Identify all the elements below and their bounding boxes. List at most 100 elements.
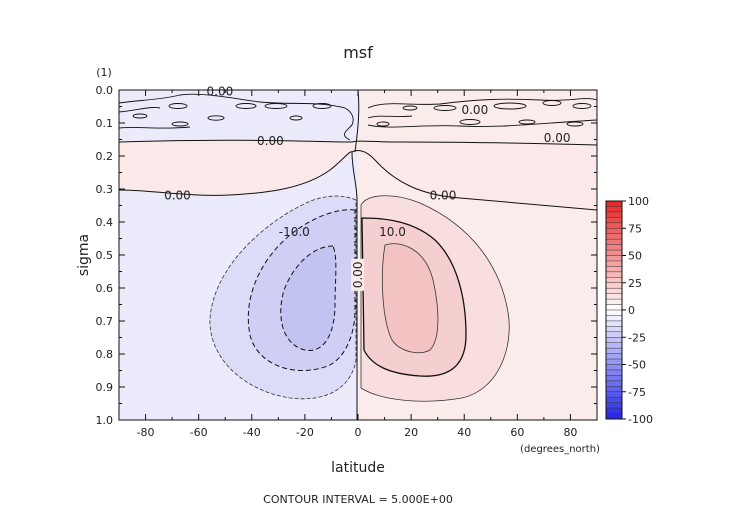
colorbar-band xyxy=(606,228,622,235)
colorbar-band xyxy=(606,299,622,306)
colorbar-band xyxy=(606,310,622,316)
contour-labels: 0.00 0.00 0.00 0.00 0.00 0.00 0.00 -10.0 10.0 xyxy=(164,85,571,291)
colorbar-band xyxy=(606,413,622,420)
contour-neg-15 xyxy=(280,245,337,351)
contour-label-text: 0.00 xyxy=(461,103,488,117)
colorbar-band xyxy=(606,386,622,393)
contour-label: 0.00 xyxy=(164,189,191,203)
x-tick-label: -20 xyxy=(296,426,314,439)
zero-contour-equator xyxy=(351,151,358,420)
x-tick-label: 60 xyxy=(510,426,524,439)
y-unit-label: (1) xyxy=(96,66,112,79)
colorbar-band xyxy=(606,315,622,322)
colorbar-band xyxy=(606,239,622,246)
y-tick-label: 0.9 xyxy=(96,381,114,394)
contour-label-text: 10.0 xyxy=(379,225,406,239)
contour-pos-15 xyxy=(382,243,439,354)
colorbar-band xyxy=(606,282,622,289)
upper-noise-contours xyxy=(119,93,597,141)
colorbar-band xyxy=(606,201,622,207)
y-tick-label: 0.2 xyxy=(96,150,114,163)
colorbar-band xyxy=(606,353,622,360)
x-tick-label: -80 xyxy=(137,426,155,439)
colorbar-band xyxy=(606,331,622,338)
colorbar-band xyxy=(606,304,622,311)
colorbar-band xyxy=(606,342,622,349)
colorbar-band xyxy=(606,277,622,284)
colorbar-band xyxy=(606,359,622,365)
x-tick-label: -60 xyxy=(190,426,208,439)
colorbar-band xyxy=(606,369,622,376)
contour-label-text: 0.00 xyxy=(257,134,284,148)
contour-label: 0.00 xyxy=(461,103,488,117)
colorbar-band xyxy=(606,348,622,355)
colorbar-band xyxy=(606,250,622,256)
colorbar-band xyxy=(606,391,622,398)
x-axis-label: latitude xyxy=(331,460,385,476)
contour-label-text: 0.00 xyxy=(164,189,191,203)
zero-contour-top xyxy=(119,139,597,146)
colorbar-band xyxy=(606,255,622,262)
colorbar-tick-label: 25 xyxy=(628,277,642,290)
colorbar-tick-label: -50 xyxy=(628,359,646,372)
plot-area xyxy=(119,90,597,420)
colorbar-tick-label: 75 xyxy=(628,222,642,235)
colorbar-band xyxy=(606,244,622,251)
upper-positive-band xyxy=(119,139,597,210)
colorbar-tick-label: 100 xyxy=(628,195,649,208)
colorbar-tick-label: -25 xyxy=(628,331,646,344)
contour-label: 10.0 xyxy=(379,225,406,239)
chart-title: msf xyxy=(343,43,373,62)
colorbar-band xyxy=(606,211,622,218)
contour-label: 0.00 xyxy=(430,189,457,203)
colorbar-band xyxy=(606,288,622,295)
colorbar-band xyxy=(606,233,622,240)
x-unit-label: (degrees_north) xyxy=(520,444,600,455)
y-tick-label: 0.0 xyxy=(96,84,114,97)
colorbar-tick-label: -75 xyxy=(628,386,646,399)
contour-label: -10.0 xyxy=(279,225,310,239)
contour-label-text: 0.00 xyxy=(207,85,234,99)
x-tick-label: 40 xyxy=(457,426,471,439)
y-tick-label: 0.6 xyxy=(96,282,114,295)
colorbar-band xyxy=(606,397,622,404)
colorbar-band xyxy=(606,375,622,382)
contour-interval-footer: CONTOUR INTERVAL = 5.000E+00 xyxy=(263,493,453,506)
contour-label-text: 0.00 xyxy=(351,261,365,288)
contour-label-text: 0.00 xyxy=(430,189,457,203)
y-tick-label: 0.5 xyxy=(96,249,114,262)
colorbar-band xyxy=(606,364,622,371)
colorbar-band xyxy=(606,337,622,344)
colorbar-tick-label: 0 xyxy=(628,304,635,317)
colorbar-band xyxy=(606,380,622,387)
colorbar-band xyxy=(606,206,622,213)
y-tick-label: 0.1 xyxy=(96,117,114,130)
contour-label: 0.00 xyxy=(351,258,365,291)
y-tick-label: 0.7 xyxy=(96,315,114,328)
contour-label-text: -10.0 xyxy=(279,225,310,239)
y-tick-label: 0.3 xyxy=(96,183,114,196)
x-tick-label: -40 xyxy=(243,426,261,439)
colorbar: 100 75 50 25 0 -25 -50 -75 -100 xyxy=(605,195,653,426)
colorbar-band xyxy=(606,293,622,300)
x-tick-label: 20 xyxy=(404,426,418,439)
y-tick-label: 0.4 xyxy=(96,216,114,229)
x-axis: -80 -60 -40 -20 0 20 40 60 80 xyxy=(118,90,598,439)
colorbar-band xyxy=(606,320,622,327)
y-axis: 0.0 0.1 0.2 0.3 0.4 0.5 0.6 0.7 0.8 0.9 1.0 xyxy=(96,84,597,427)
colorbar-band xyxy=(606,266,622,273)
contour-label: 0.00 xyxy=(544,131,571,145)
colorbar-band xyxy=(606,402,622,409)
contour-label: 0.00 xyxy=(257,134,284,148)
colorbar-band xyxy=(606,271,622,278)
y-tick-label: 0.8 xyxy=(96,348,114,361)
colorbar-band xyxy=(606,408,622,415)
colorbar-tick-label: -100 xyxy=(628,413,653,426)
x-tick-label: 0 xyxy=(355,426,362,439)
x-tick-label: 80 xyxy=(563,426,577,439)
colorbar-tick-label: 50 xyxy=(628,250,642,263)
colorbar-band xyxy=(606,326,622,333)
colorbar-band xyxy=(606,222,622,229)
y-axis-label: sigma xyxy=(76,234,92,276)
